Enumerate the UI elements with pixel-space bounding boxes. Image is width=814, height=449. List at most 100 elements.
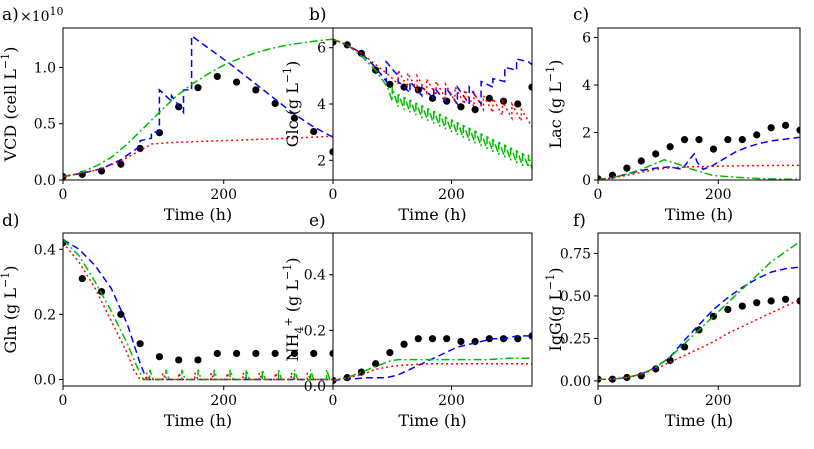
series-line-blue bbox=[598, 266, 800, 380]
x-tick-label: 200 bbox=[438, 187, 465, 203]
x-tick-label: 0 bbox=[594, 393, 603, 409]
data-point bbox=[666, 143, 674, 151]
data-point bbox=[213, 72, 221, 81]
x-tick-label: 200 bbox=[705, 187, 732, 203]
data-point bbox=[443, 335, 451, 343]
data-point bbox=[329, 349, 333, 358]
series-line-red bbox=[333, 38, 532, 127]
y-tick-label: 6 bbox=[317, 41, 326, 57]
data-point bbox=[753, 299, 761, 307]
x-axis-label: Time (h) bbox=[164, 411, 232, 430]
axes-frame bbox=[597, 232, 801, 387]
data-point bbox=[194, 84, 202, 92]
data-point bbox=[652, 365, 660, 373]
data-point bbox=[724, 136, 732, 144]
x-tick-label: 0 bbox=[59, 187, 68, 203]
y-tick-label: 1.0 bbox=[34, 60, 56, 76]
y-tick-label: 0.4 bbox=[34, 242, 56, 258]
panel-letter: d) bbox=[2, 211, 20, 231]
y-axis-label: NH4+ (g L−1) bbox=[281, 258, 306, 362]
panel-letter: a) bbox=[2, 5, 19, 25]
data-point bbox=[271, 99, 279, 108]
data-point bbox=[738, 302, 746, 310]
series-line-red bbox=[333, 362, 532, 382]
data-point bbox=[232, 349, 241, 358]
y-tick-label: 0.0 bbox=[304, 379, 326, 395]
x-tick-label: 0 bbox=[59, 393, 68, 409]
x-tick-label: 0 bbox=[594, 187, 603, 203]
series-line-red bbox=[63, 135, 333, 178]
y-label-main: NH bbox=[283, 333, 302, 361]
data-point bbox=[457, 337, 465, 346]
data-point bbox=[457, 103, 465, 111]
data-point bbox=[252, 349, 260, 358]
data-point bbox=[753, 131, 761, 139]
data-point bbox=[252, 86, 260, 94]
y-label-sup2: −1 bbox=[281, 264, 294, 280]
panel-b: 0 200 2 4 6 Time (h) Glc (g L−1) b) bbox=[281, 5, 533, 224]
series-group bbox=[63, 238, 333, 381]
data-point bbox=[738, 136, 746, 144]
y-label-sub: 4 bbox=[293, 327, 306, 334]
series-group bbox=[598, 121, 800, 180]
x-tick-label: 200 bbox=[705, 393, 732, 409]
panel-letter: b) bbox=[309, 5, 327, 25]
data-point bbox=[499, 97, 508, 105]
series-line-green bbox=[598, 159, 800, 180]
data-point bbox=[232, 78, 241, 86]
panel-letter: f) bbox=[573, 211, 586, 231]
series-line-green bbox=[63, 38, 333, 178]
data-point bbox=[117, 310, 125, 318]
multiplier-exp: 10 bbox=[50, 5, 64, 18]
x-tick-label: 0 bbox=[329, 187, 338, 203]
series-line-red bbox=[63, 242, 333, 381]
multiplier-base: ×10 bbox=[20, 9, 50, 25]
x-tick-label: 200 bbox=[210, 187, 237, 203]
data-point bbox=[271, 349, 279, 358]
series-line-blue bbox=[63, 34, 333, 178]
series-group bbox=[598, 240, 800, 383]
data-point bbox=[709, 145, 718, 153]
data-point bbox=[514, 335, 522, 343]
data-point bbox=[78, 274, 86, 283]
data-point bbox=[485, 335, 493, 343]
y-tick-label: 0.2 bbox=[304, 323, 326, 339]
y-tick-label: 0.0 bbox=[34, 173, 56, 189]
x-axis-label: Time (h) bbox=[665, 411, 733, 430]
x-axis-label: Time (h) bbox=[398, 411, 466, 430]
data-point bbox=[485, 94, 493, 102]
data-point bbox=[97, 287, 106, 296]
y-label-end: ) bbox=[1, 266, 20, 272]
x-axis-label: Time (h) bbox=[665, 205, 733, 224]
data-point bbox=[386, 349, 394, 357]
y-tick-label: 0.5 bbox=[34, 117, 56, 133]
y-tick-label: 0.0 bbox=[34, 372, 56, 388]
series-group bbox=[333, 38, 532, 169]
panel-f: 0 200 0.00 0.25 0.50 0.75 Time (h) IgG(g L−1) f) bbox=[544, 211, 801, 430]
y-label-sup: −1 bbox=[281, 67, 294, 83]
y-tick-label: 0.00 bbox=[560, 374, 591, 390]
data-point bbox=[514, 100, 522, 108]
y-tick-label: 6 bbox=[582, 31, 591, 47]
series-line-green bbox=[63, 238, 333, 381]
y-tick-label: 4 bbox=[317, 97, 326, 113]
panel-c: 0 200 0 2 4 6 Time (h) Lac (g L−1) c) bbox=[544, 5, 801, 224]
series-line-blue bbox=[333, 38, 532, 107]
y-label-main: IgG(g L bbox=[546, 290, 565, 352]
data-point bbox=[329, 148, 333, 156]
panel-e: 0 200 0.0 0.2 0.4 Time (h) NH4+ (g L−1) e) bbox=[281, 211, 533, 430]
axes-frame bbox=[597, 27, 801, 181]
y-tick-label: 0.75 bbox=[560, 246, 591, 262]
x-tick-label: 200 bbox=[438, 393, 465, 409]
data-point bbox=[781, 121, 790, 129]
y-label-end: ) bbox=[1, 47, 20, 53]
y-axis-label: VCD (cell L−1) bbox=[0, 47, 20, 163]
y-label-sup: −1 bbox=[0, 272, 12, 288]
data-point bbox=[414, 335, 422, 343]
data-point bbox=[310, 127, 318, 136]
data-point bbox=[528, 332, 532, 340]
y-multiplier: ×1010 bbox=[20, 5, 64, 25]
data-point bbox=[428, 335, 437, 343]
